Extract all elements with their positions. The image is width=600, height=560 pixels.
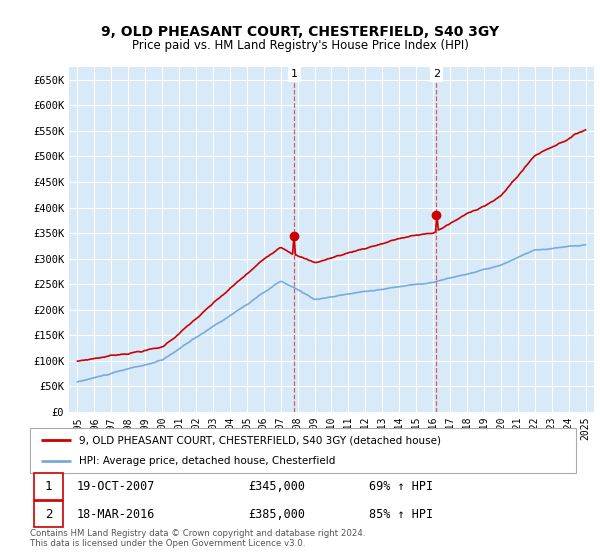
Text: 18-MAR-2016: 18-MAR-2016 — [76, 507, 155, 521]
Text: 69% ↑ HPI: 69% ↑ HPI — [368, 480, 433, 493]
Text: 19-OCT-2007: 19-OCT-2007 — [76, 480, 155, 493]
Text: 1: 1 — [291, 69, 298, 79]
FancyBboxPatch shape — [34, 473, 63, 500]
Text: 9, OLD PHEASANT COURT, CHESTERFIELD, S40 3GY (detached house): 9, OLD PHEASANT COURT, CHESTERFIELD, S40… — [79, 436, 441, 446]
Text: This data is licensed under the Open Government Licence v3.0.: This data is licensed under the Open Gov… — [30, 539, 305, 548]
Text: 2: 2 — [45, 507, 52, 521]
FancyBboxPatch shape — [30, 428, 576, 473]
Text: HPI: Average price, detached house, Chesterfield: HPI: Average price, detached house, Ches… — [79, 456, 335, 466]
FancyBboxPatch shape — [34, 501, 63, 527]
Text: 85% ↑ HPI: 85% ↑ HPI — [368, 507, 433, 521]
Text: Price paid vs. HM Land Registry's House Price Index (HPI): Price paid vs. HM Land Registry's House … — [131, 39, 469, 52]
Text: 2: 2 — [433, 69, 440, 79]
Text: Contains HM Land Registry data © Crown copyright and database right 2024.: Contains HM Land Registry data © Crown c… — [30, 529, 365, 538]
Text: 1: 1 — [45, 480, 52, 493]
Text: £385,000: £385,000 — [248, 507, 305, 521]
Text: £345,000: £345,000 — [248, 480, 305, 493]
Text: 9, OLD PHEASANT COURT, CHESTERFIELD, S40 3GY: 9, OLD PHEASANT COURT, CHESTERFIELD, S40… — [101, 25, 499, 39]
